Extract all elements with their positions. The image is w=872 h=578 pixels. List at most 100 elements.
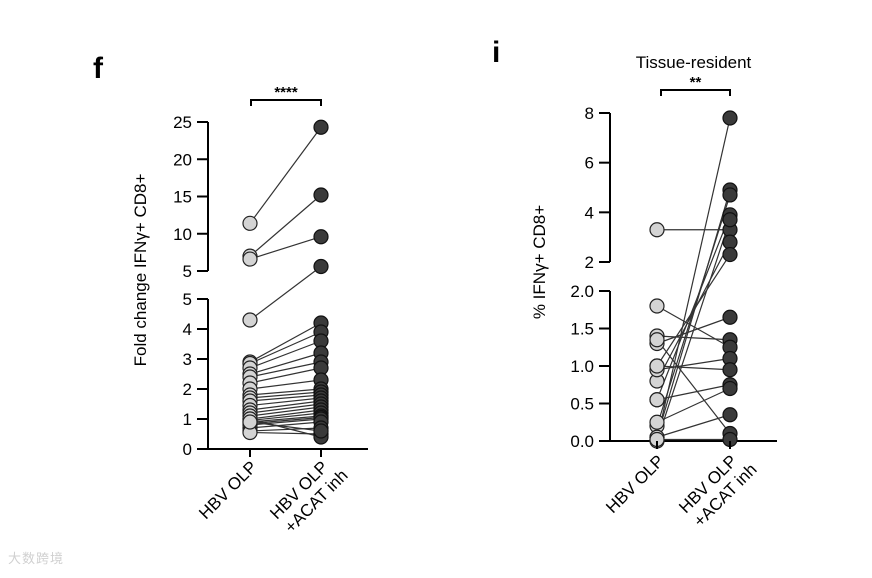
point-hbv-olp-acat xyxy=(722,309,738,325)
pair-line xyxy=(656,339,731,434)
point-hbv-olp-acat xyxy=(313,258,329,275)
pair-line xyxy=(249,394,322,402)
pair-line xyxy=(249,427,322,432)
pair-line xyxy=(249,331,322,365)
x-category-label: HBV OLP xyxy=(195,457,261,523)
pair-line xyxy=(249,379,322,390)
x-category-label: HBV OLP xyxy=(602,451,668,517)
y-lower-tick-label: 0 xyxy=(183,440,192,459)
y-lower-tick-label: 1.0 xyxy=(570,357,594,376)
pair-line xyxy=(656,254,731,367)
y-lower-tick-label: 0.5 xyxy=(570,395,594,414)
point-hbv-olp-acat xyxy=(313,119,329,135)
point-hbv-olp xyxy=(649,414,665,430)
y-lower-tick-label: 0.0 xyxy=(570,432,594,451)
pair-line xyxy=(249,421,322,432)
panel-letter: f xyxy=(93,52,104,85)
watermark: 大数跨境 xyxy=(8,552,65,567)
y-upper-tick-label: 25 xyxy=(173,113,192,132)
y-upper-tick-label: 10 xyxy=(173,225,192,244)
pair-line xyxy=(249,415,322,423)
point-hbv-olp-acat xyxy=(722,212,738,228)
pair-line xyxy=(249,397,322,407)
point-hbv-olp-acat xyxy=(313,423,329,439)
point-hbv-olp xyxy=(649,392,665,408)
x-category-line: HBV OLP xyxy=(602,451,668,517)
y-lower-tick-label: 4 xyxy=(183,320,192,339)
pair-line xyxy=(656,357,731,371)
pair-line xyxy=(249,403,322,414)
pair-line xyxy=(249,126,322,224)
y-upper-tick-label: 4 xyxy=(585,203,594,222)
pair-line xyxy=(656,305,731,348)
y-upper-tick-label: 6 xyxy=(585,154,594,173)
y-upper-tick-label: 8 xyxy=(585,104,594,123)
pair-line xyxy=(249,412,322,422)
y-axis-label: % IFNγ+ CD8+ xyxy=(530,205,549,319)
point-hbv-olp-acat xyxy=(313,229,329,245)
pair-line xyxy=(249,409,322,420)
pair-line xyxy=(656,214,731,400)
chart-title: Tissue-resident xyxy=(636,53,752,72)
point-hbv-olp xyxy=(242,414,258,430)
y-lower-tick-label: 1.5 xyxy=(570,320,594,339)
pair-line xyxy=(656,387,731,423)
point-hbv-olp xyxy=(242,215,258,231)
panel-letter: i xyxy=(492,36,500,69)
y-lower-tick-label: 2 xyxy=(183,380,192,399)
significance-label: **** xyxy=(274,84,298,101)
pair-line xyxy=(249,236,322,260)
pair-line xyxy=(249,400,322,411)
y-upper-tick-label: 2 xyxy=(585,253,594,272)
point-hbv-olp-acat xyxy=(722,407,738,423)
pair-line xyxy=(249,194,322,257)
pair-line xyxy=(249,352,322,375)
significance-bracket xyxy=(250,99,322,106)
pair-line xyxy=(656,335,731,341)
pair-line xyxy=(249,367,322,384)
point-hbv-olp xyxy=(649,358,665,374)
y-lower-tick-label: 3 xyxy=(183,350,192,369)
point-hbv-olp-acat xyxy=(722,110,738,126)
pair-line xyxy=(249,361,322,378)
pair-line xyxy=(249,406,322,417)
y-upper-tick-label: 5 xyxy=(183,262,192,281)
point-hbv-olp-acat xyxy=(722,187,738,203)
pair-line xyxy=(249,340,322,369)
pair-line xyxy=(249,391,322,399)
panel-i: i Tissue-resident 0.0 0.5 1.0 1.5 2.0 2 4 6 8 % IFN… xyxy=(492,36,777,531)
point-hbv-olp xyxy=(649,332,665,348)
point-hbv-olp xyxy=(649,222,665,238)
point-hbv-olp-acat xyxy=(722,380,738,397)
pair-line xyxy=(249,388,322,396)
pair-line xyxy=(249,418,322,438)
pair-line xyxy=(656,241,731,382)
y-lower-tick-label: 2.0 xyxy=(570,282,594,301)
pair-line xyxy=(656,365,731,371)
y-lower-tick-label: 5 xyxy=(183,290,192,309)
point-hbv-olp-acat xyxy=(722,362,738,378)
pair-line xyxy=(656,189,731,438)
pair-line xyxy=(249,421,322,429)
pair-line xyxy=(249,322,322,363)
point-hbv-olp xyxy=(242,251,258,267)
y-lower-tick-label: 1 xyxy=(183,410,192,429)
y-upper-tick-label: 15 xyxy=(173,188,192,207)
pair-line xyxy=(656,414,731,438)
x-category-label: HBV OLP+ACAT inh xyxy=(675,446,760,531)
point-hbv-olp-acat xyxy=(722,246,738,263)
pair-line xyxy=(249,266,322,321)
significance-bracket xyxy=(660,89,731,96)
y-axis-label: Fold change IFNγ+ CD8+ xyxy=(131,174,150,367)
point-hbv-olp xyxy=(649,298,665,314)
significance-label: ** xyxy=(690,74,702,91)
x-category-label: HBV OLP+ACAT inh xyxy=(266,452,351,537)
pair-line xyxy=(656,384,731,401)
point-hbv-olp xyxy=(242,312,258,328)
panel-f: f 0 1 2 3 4 5 5 10 15 20 25 Fold change IFNγ+ CD8+ **… xyxy=(93,52,368,537)
pair-line xyxy=(656,316,731,345)
point-hbv-olp-acat xyxy=(313,187,329,203)
y-upper-tick-label: 20 xyxy=(173,150,192,169)
x-category-line: HBV OLP xyxy=(195,457,261,523)
